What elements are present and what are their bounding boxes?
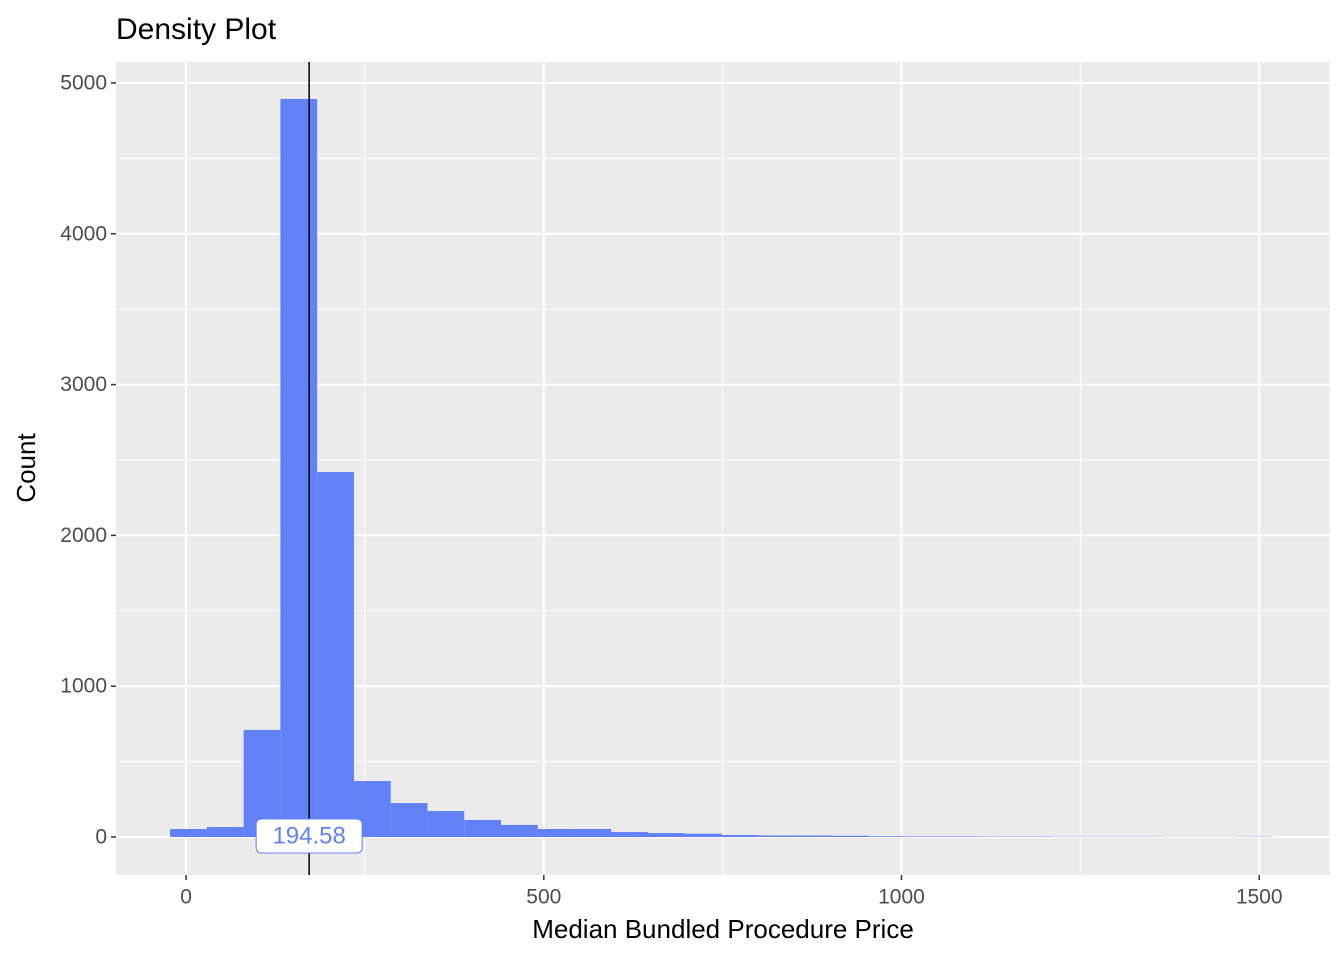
bar xyxy=(831,835,869,837)
y-tick-label: 2000 xyxy=(60,524,107,547)
annotation-box xyxy=(255,818,363,854)
bar xyxy=(721,835,759,837)
bar xyxy=(537,829,575,837)
bar xyxy=(795,835,832,837)
bar xyxy=(280,98,318,837)
y-axis-label: Count xyxy=(11,433,41,503)
bar xyxy=(427,811,465,837)
x-tick-label: 0 xyxy=(180,886,192,909)
bar xyxy=(758,835,796,837)
y-tick-label: 1000 xyxy=(60,675,107,698)
x-tick-label: 1500 xyxy=(1236,886,1283,909)
bar xyxy=(464,819,502,837)
chart-title: Density Plot xyxy=(116,13,277,46)
y-tick-label: 4000 xyxy=(60,222,107,245)
bar xyxy=(390,803,428,837)
bar xyxy=(905,836,943,837)
x-tick-label: 500 xyxy=(526,886,561,909)
annotation-label: 194.58 xyxy=(272,822,345,849)
x-axis-label: Median Bundled Procedure Price xyxy=(532,914,914,944)
y-tick-label: 3000 xyxy=(60,373,107,396)
bar xyxy=(868,836,906,837)
bar xyxy=(611,832,649,837)
bar xyxy=(170,829,207,837)
bar xyxy=(317,472,354,837)
y-tick-label: 5000 xyxy=(60,72,107,95)
bar xyxy=(574,829,612,837)
bar xyxy=(648,833,685,837)
bar xyxy=(206,827,244,837)
y-tick-label: 0 xyxy=(95,826,107,849)
bar xyxy=(942,836,980,837)
bar xyxy=(501,824,538,837)
x-tick-label: 1000 xyxy=(878,886,925,909)
bar xyxy=(684,833,722,837)
